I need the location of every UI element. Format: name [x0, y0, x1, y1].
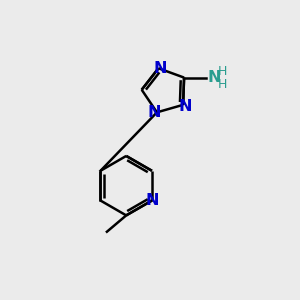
Text: N: N — [153, 61, 167, 76]
Text: N: N — [146, 193, 159, 208]
Text: N: N — [179, 99, 192, 114]
Text: N: N — [148, 105, 161, 120]
Text: N: N — [208, 70, 221, 85]
Text: H: H — [218, 78, 227, 91]
Text: H: H — [218, 64, 227, 78]
